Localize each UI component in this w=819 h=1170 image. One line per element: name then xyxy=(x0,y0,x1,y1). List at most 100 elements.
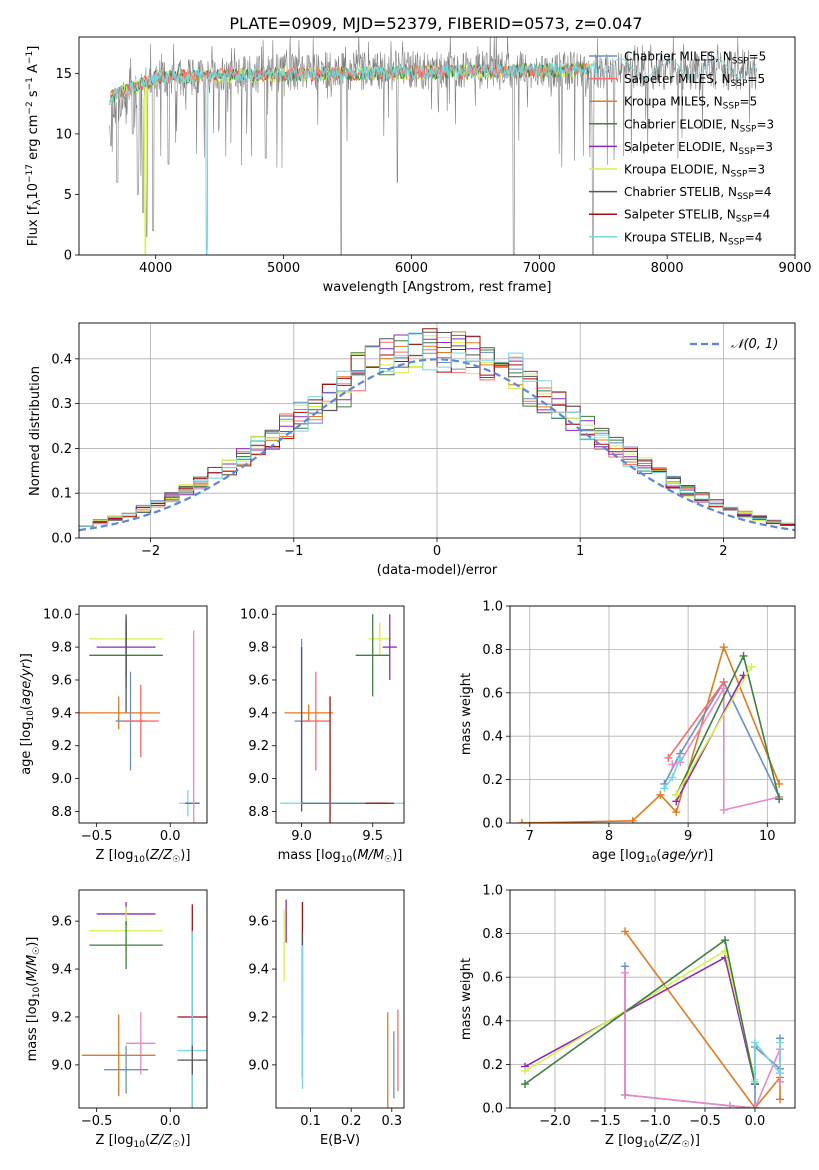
y-tick-label: 9.0 xyxy=(51,1058,72,1073)
spectrum-x-axis-label: wavelength [Angstrom, rest frame] xyxy=(323,280,552,295)
weight-line xyxy=(675,653,780,800)
y-tick-label: 9.0 xyxy=(248,772,269,787)
legend-subscript: SSP xyxy=(737,192,754,202)
axis-label-part: erg cm xyxy=(26,115,41,164)
mass-vs-Z-x-axis-label: Z [log10(Z/Z☉)] xyxy=(96,1133,191,1150)
x-tick-label: 0.0 xyxy=(160,829,181,844)
legend-count: =5 xyxy=(740,95,758,109)
error-bar-point xyxy=(177,1045,207,1075)
axis-label-part: −1 xyxy=(25,51,35,64)
weight-marker xyxy=(776,1077,784,1086)
x-tick-label: −2.0 xyxy=(539,1114,571,1129)
x-tick-label: −0.5 xyxy=(81,1114,113,1129)
age_vs_mass-axes: 9.0 9.5 8.8 9.0 9.2 9.4 9.6 9.8 10.0 xyxy=(240,608,383,844)
legend-entry: Kroupa STELIB, NSSP=4 xyxy=(624,230,762,247)
mass_vs_Z-frame xyxy=(78,889,208,1109)
legend-count: =3 xyxy=(756,117,774,131)
axis-label-part: λ xyxy=(32,199,43,205)
y-tick-label: 0.6 xyxy=(482,686,503,701)
weight-marker xyxy=(656,790,665,799)
figure-title: PLATE=0909, MJD=52379, FIBERID=0573, z=0… xyxy=(229,14,642,33)
age-vs-Z-x-axis-label: Z [log10(Z/Z☉)] xyxy=(96,848,191,865)
weight-marker xyxy=(521,1066,529,1075)
weight-marker xyxy=(628,816,637,823)
y-tick-label: 0.0 xyxy=(482,1102,503,1117)
mass_vs_EBV-frame xyxy=(275,889,405,1109)
mass-vs-EBV-x-axis-label: E(B-V) xyxy=(320,1133,360,1148)
axis-label-part: mass [log xyxy=(278,848,341,863)
legend-count: =5 xyxy=(749,50,767,64)
legend-subscript: SSP xyxy=(736,215,753,225)
axis-label-part: A xyxy=(26,64,41,77)
mass_weight_vs_Z-frame xyxy=(509,889,796,1109)
error-bar-point xyxy=(301,671,331,771)
axis-label-part: 10 xyxy=(32,986,42,998)
error-bar-point xyxy=(382,614,397,680)
x-tick-label: −1 xyxy=(284,544,303,559)
x-tick-label: 6000 xyxy=(395,261,428,276)
mass-vs-Z-y-axis-label: mass [log10(M/M☉)] xyxy=(25,937,42,1062)
x-tick-label: −0.5 xyxy=(81,829,113,844)
mass_weight_vs_Z-lines xyxy=(521,927,784,1108)
axis-label-part: )] xyxy=(19,653,34,663)
legend-label: Chabrier STELIB, N xyxy=(624,185,737,199)
x-tick-label: 9000 xyxy=(778,261,811,276)
weight-marker xyxy=(719,677,728,686)
x-tick-label: 9.0 xyxy=(291,829,312,844)
residual-histogram xyxy=(79,332,795,527)
axis-label-part: age [log xyxy=(592,848,645,863)
residuals-frame xyxy=(78,322,796,539)
age_vs_Z-axes: −0.5 0.0 8.8 9.0 9.2 9.4 9.6 9.8 10.0 xyxy=(43,608,181,844)
x-tick-label: 0.2 xyxy=(341,1114,362,1129)
axis-label-part: )] xyxy=(180,848,190,863)
weight-series xyxy=(664,677,728,762)
axis-label-part: age/yr xyxy=(19,662,34,705)
x-tick-label: 0.0 xyxy=(160,1114,181,1129)
weight-series xyxy=(751,1038,784,1086)
axis-label-part: ( xyxy=(654,1133,659,1148)
legend-entry: Kroupa MILES, NSSP=5 xyxy=(624,95,757,112)
x-tick-label: 7000 xyxy=(523,261,556,276)
residuals-y-axis-label: Normed distribution xyxy=(28,366,43,496)
axis-label-part: Z/Z xyxy=(659,1133,683,1148)
y-tick-label: 0.1 xyxy=(51,487,72,502)
weight-marker xyxy=(672,808,681,817)
axis-label-part: )] xyxy=(25,937,40,947)
y-tick-label: 0.0 xyxy=(51,532,72,547)
axis-label-part: 10 xyxy=(341,855,353,865)
y-tick-label: 9.4 xyxy=(248,706,269,721)
weight-series xyxy=(621,927,784,1108)
axis-label-part: ( xyxy=(19,705,34,710)
weight-marker xyxy=(751,1104,759,1108)
residuals-x-axis-label: (data-model)/error xyxy=(377,563,498,578)
weight-marker xyxy=(775,795,784,804)
legend-subscript: SSP xyxy=(728,237,745,247)
residual-histograms xyxy=(79,328,795,532)
legend-count: =3 xyxy=(747,163,765,177)
y-tick-label: 9.8 xyxy=(51,641,72,656)
age-vs-mass-x-axis-label: mass [log10(M/M☉)] xyxy=(278,848,403,865)
y-tick-label: 10 xyxy=(55,127,72,142)
weight-marker xyxy=(672,790,681,799)
y-tick-label: 9.2 xyxy=(248,739,269,754)
weight-marker xyxy=(721,936,729,945)
x-tick-label: 0.0 xyxy=(745,1114,766,1129)
age_vs_Z-points xyxy=(79,614,200,823)
weight-marker xyxy=(660,784,669,793)
error-bar-point xyxy=(355,614,390,697)
axis-label-part: Z [log xyxy=(605,1133,643,1148)
axis-label-part: Z [log xyxy=(96,1133,134,1148)
weight-marker xyxy=(621,927,629,936)
legend-entry: Salpeter ELODIE, NSSP=3 xyxy=(624,140,773,157)
error-bar-point xyxy=(284,704,333,722)
y-tick-label: 9.6 xyxy=(51,673,72,688)
model-spectrum-line xyxy=(109,61,591,255)
error-bar-point xyxy=(79,696,160,730)
axis-label-part: 10 xyxy=(643,1140,655,1150)
weight-series xyxy=(517,643,784,823)
legend-count: =4 xyxy=(754,185,772,199)
x-tick-label: −0.5 xyxy=(689,1114,721,1129)
axis-label-part: Z/Z xyxy=(149,1133,173,1148)
y-tick-label: 0.2 xyxy=(482,1058,503,1073)
